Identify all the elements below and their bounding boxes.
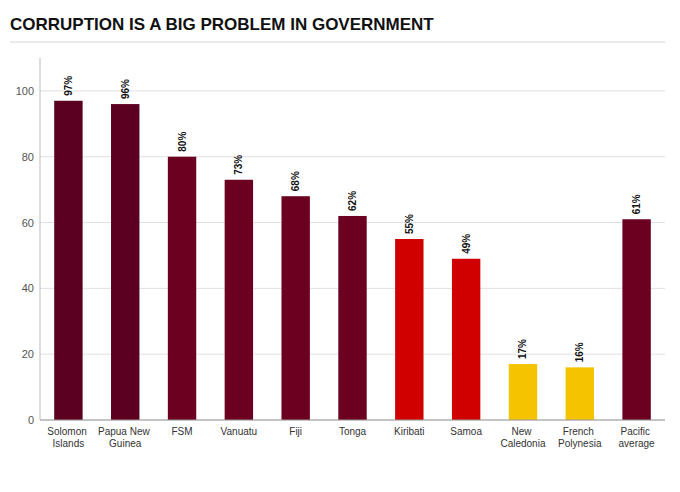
bar bbox=[395, 239, 423, 420]
x-tick-label-line: French bbox=[563, 426, 597, 437]
data-label: 17% bbox=[517, 339, 528, 359]
bar bbox=[281, 196, 309, 420]
y-tick-label: 0 bbox=[28, 414, 34, 426]
x-tick-label: Samoa bbox=[450, 426, 482, 437]
x-axis: Solomon Islands Papua New Guinea FSM Vanuat… bbox=[47, 426, 655, 449]
x-tick-label: Kiribati bbox=[394, 426, 425, 437]
x-tick-label-line: Fiji bbox=[289, 426, 302, 437]
x-tick-label-line: Samoa bbox=[450, 426, 482, 437]
x-tick-label: Papua New Guinea bbox=[98, 426, 152, 449]
x-tick-label-line: Kiribati bbox=[394, 426, 425, 437]
x-tick-label-line: Caledonia bbox=[500, 438, 545, 449]
y-axis-line bbox=[40, 58, 41, 420]
title: CORRUPTION IS A BIG PROBLEM IN GOVERNMEN… bbox=[10, 15, 434, 34]
bar bbox=[225, 180, 253, 420]
x-tick-label: Vanuatu bbox=[221, 426, 258, 437]
data-label: 97% bbox=[63, 76, 74, 96]
bar bbox=[509, 364, 537, 420]
x-tick-label: New Caledonia bbox=[500, 426, 545, 449]
x-tick-label-line: Papua New bbox=[98, 426, 152, 437]
bar bbox=[338, 216, 366, 420]
chart-svg: CORRUPTION IS A BIG PROBLEM IN GOVERNMEN… bbox=[0, 0, 680, 492]
bar bbox=[168, 157, 196, 420]
x-tick-label-line: New bbox=[512, 426, 535, 437]
data-label: 49% bbox=[461, 234, 472, 254]
x-tick-label: Solomon Islands bbox=[47, 426, 89, 449]
bar bbox=[452, 259, 480, 420]
x-tick-label: Fiji bbox=[289, 426, 302, 437]
data-label: 68% bbox=[290, 171, 301, 191]
y-tick-label: 60 bbox=[22, 217, 34, 229]
x-tick-label-line: FSM bbox=[171, 426, 192, 437]
x-tick-label-line: Pacific bbox=[620, 426, 652, 437]
x-tick-label-line: Tonga bbox=[339, 426, 367, 437]
bar bbox=[54, 101, 82, 420]
x-tick-label-line: Guinea bbox=[109, 438, 142, 449]
bar bbox=[566, 367, 594, 420]
data-label: 73% bbox=[233, 155, 244, 175]
x-tick-label-line: Vanuatu bbox=[221, 426, 258, 437]
bar bbox=[111, 104, 139, 420]
y-tick-label: 40 bbox=[22, 282, 34, 294]
data-label: 96% bbox=[120, 79, 131, 99]
x-tick-label-line: Islands bbox=[53, 438, 85, 449]
data-label: 62% bbox=[347, 191, 358, 211]
x-axis-line bbox=[40, 420, 665, 421]
y-tick-label: 100 bbox=[16, 85, 34, 97]
x-tick-label: Tonga bbox=[339, 426, 367, 437]
x-tick-label-line: Polynesia bbox=[558, 438, 602, 449]
bars bbox=[54, 101, 651, 420]
page: {"chart_data": {"type": "bar", "title": … bbox=[0, 0, 680, 492]
x-tick-label: FSM bbox=[171, 426, 192, 437]
x-tick-label: Pacific average bbox=[619, 426, 656, 449]
data-label: 61% bbox=[631, 194, 642, 214]
data-labels: 97% 96% 80% 73% 68% 62% 55% 49% 17% 16% 61% bbox=[63, 76, 642, 363]
chart-container: CORRUPTION IS A BIG PROBLEM IN GOVERNMEN… bbox=[0, 0, 680, 492]
data-label: 80% bbox=[177, 132, 188, 152]
x-tick-label-line: average bbox=[619, 438, 656, 449]
y-tick-label: 80 bbox=[22, 151, 34, 163]
y-tick-label: 20 bbox=[22, 348, 34, 360]
x-tick-label-line: Solomon bbox=[47, 426, 89, 437]
grid-line bbox=[40, 420, 665, 421]
data-label: 55% bbox=[404, 214, 415, 234]
y-axis: 0 20 40 60 80 100 bbox=[16, 58, 665, 426]
title-separator bbox=[10, 42, 665, 43]
data-label: 16% bbox=[574, 342, 585, 362]
bar bbox=[622, 219, 650, 420]
x-tick-label: French Polynesia bbox=[558, 426, 602, 449]
grid-line bbox=[40, 90, 665, 91]
